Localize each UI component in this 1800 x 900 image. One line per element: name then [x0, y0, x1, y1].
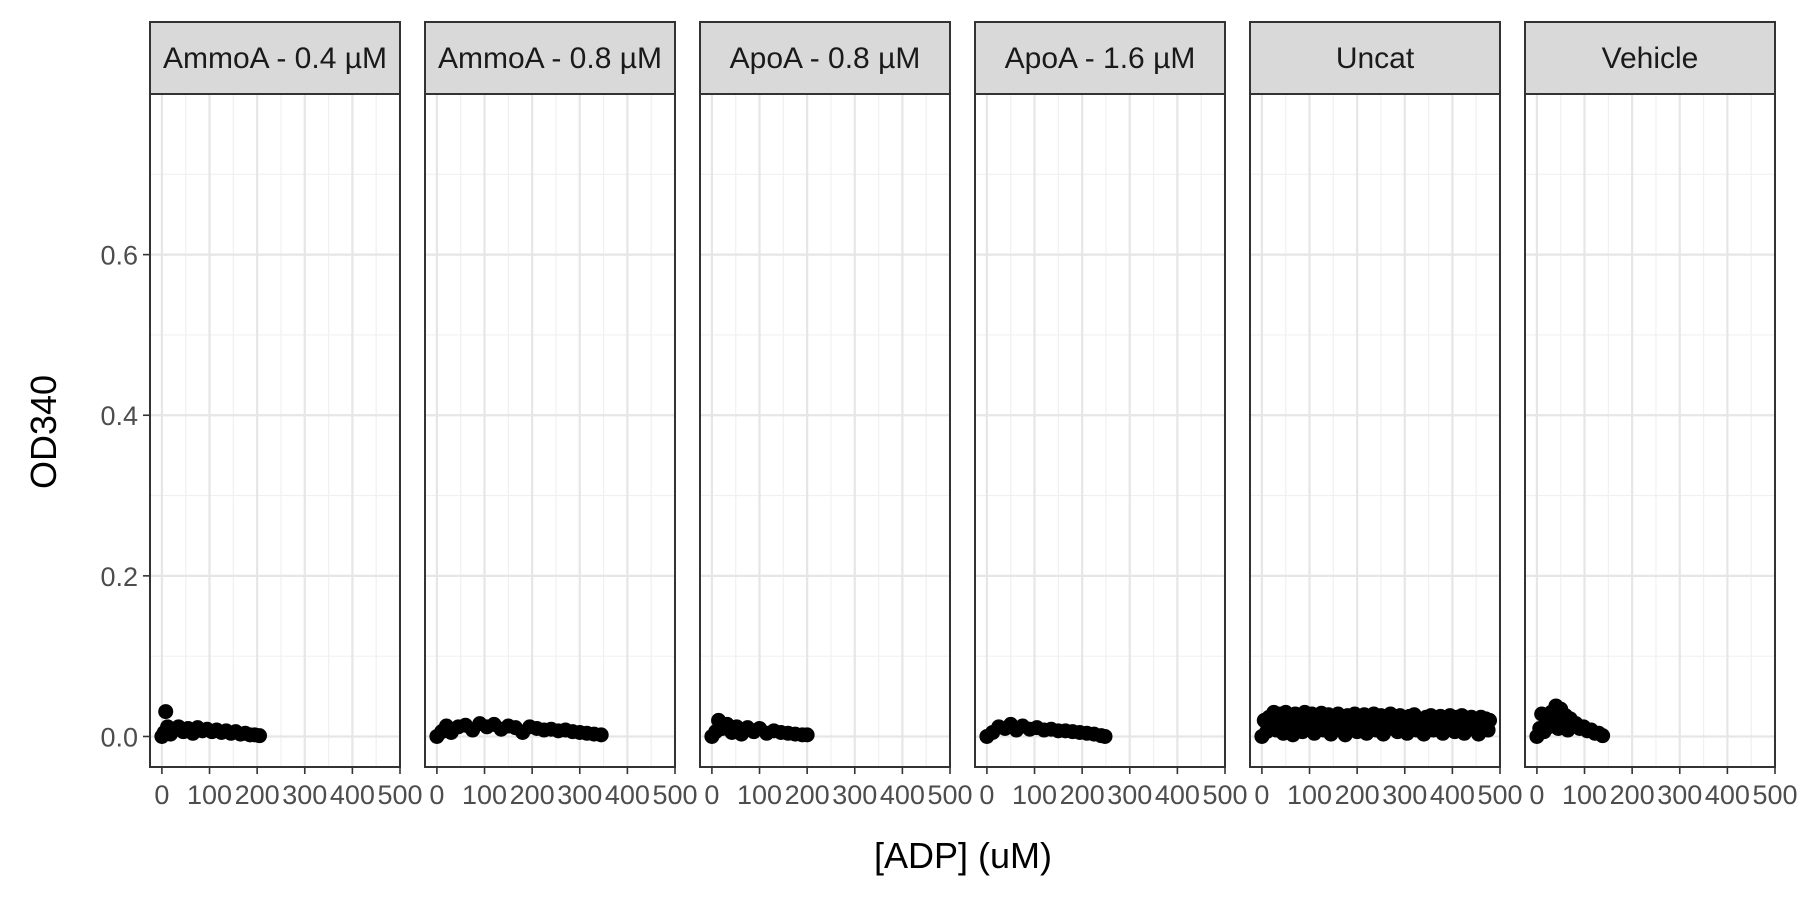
- x-tick-label: 200: [235, 780, 280, 810]
- facet-panel: Uncat 0 100 200 300 400 500: [1249, 21, 1523, 810]
- facet-strip-label: Vehicle: [1602, 42, 1699, 75]
- panel-background: [975, 94, 1225, 767]
- x-tick-label: 0: [154, 780, 169, 810]
- x-tick-label: 500: [1477, 780, 1522, 810]
- x-tick-label: 400: [880, 780, 925, 810]
- x-tick-label: 0: [1529, 780, 1544, 810]
- facet-strip: [1524, 21, 1776, 95]
- x-tick-label: 0: [704, 780, 719, 810]
- x-tick-label: 300: [1382, 780, 1427, 810]
- facet-strip: [974, 21, 1226, 95]
- facet-strip: [1249, 21, 1501, 95]
- panel-background: [700, 94, 950, 767]
- x-tick-label: 0: [429, 780, 444, 810]
- x-tick-label: 300: [1107, 780, 1152, 810]
- facet-strip-label: AmmoA - 0.8 µM: [438, 42, 662, 75]
- data-point: [158, 704, 174, 720]
- panel-background: [150, 94, 400, 767]
- x-tick-label: 500: [927, 780, 972, 810]
- x-tick-label: 100: [1562, 780, 1607, 810]
- panel-background: [1250, 94, 1500, 767]
- facet-panel: ApoA - 0.8 µM 0 100 200 300 400 500: [699, 21, 973, 810]
- x-tick-label: 500: [1752, 780, 1797, 810]
- x-tick-label: 400: [330, 780, 375, 810]
- x-tick-label: 200: [1060, 780, 1105, 810]
- x-tick-label: 100: [737, 780, 782, 810]
- y-axis: 0.0 0.2 0.4 0.6: [100, 241, 150, 752]
- panel-background: [1525, 94, 1775, 767]
- x-tick-label: 400: [605, 780, 650, 810]
- data-point: [593, 727, 609, 743]
- x-tick-label: 300: [557, 780, 602, 810]
- x-tick-label: 200: [785, 780, 830, 810]
- x-tick-label: 500: [1202, 780, 1247, 810]
- facet-strip-label: ApoA - 0.8 µM: [730, 42, 921, 75]
- facet-strip-label: AmmoA - 0.4 µM: [163, 42, 387, 75]
- x-tick-label: 0: [979, 780, 994, 810]
- panel-points: [1529, 698, 1611, 744]
- x-tick-label: 100: [1287, 780, 1332, 810]
- data-point: [799, 727, 815, 743]
- x-tick-label: 300: [1657, 780, 1702, 810]
- facet-panel: Vehicle 0 100 200 300 400 500: [1524, 21, 1798, 810]
- panel-points: [704, 712, 815, 744]
- x-tick-label: 200: [510, 780, 555, 810]
- data-point: [1595, 728, 1611, 744]
- data-point: [252, 728, 268, 744]
- panel-grid: [1250, 94, 1500, 767]
- x-tick-label: 400: [1705, 780, 1750, 810]
- x-tick-label: 0: [1254, 780, 1269, 810]
- x-tick-label: 100: [1012, 780, 1057, 810]
- panel-grid: [150, 94, 400, 767]
- x-tick-label: 500: [377, 780, 422, 810]
- facet-strip-label: ApoA - 1.6 µM: [1005, 42, 1196, 75]
- x-tick-label: 400: [1430, 780, 1475, 810]
- panel-points: [1254, 704, 1498, 744]
- x-tick-label: 300: [832, 780, 877, 810]
- panel-background: [425, 94, 675, 767]
- x-tick-label: 300: [282, 780, 327, 810]
- panel-points: [429, 716, 609, 744]
- panel-points: [979, 716, 1113, 744]
- y-tick-label: 0.4: [100, 401, 138, 431]
- facet-strip: [149, 21, 401, 95]
- data-point: [1097, 728, 1113, 744]
- facet-strip-label: Uncat: [1336, 42, 1415, 75]
- facet-strip: [424, 21, 676, 95]
- panel-grid: [425, 94, 675, 767]
- x-tick-label: 100: [462, 780, 507, 810]
- x-tick-label: 200: [1610, 780, 1655, 810]
- facet-panel: AmmoA - 0.4 µM 0 100 200 300 400 500: [149, 21, 423, 810]
- facet-panel: AmmoA - 0.8 µM 0 100 200 300 400 500: [424, 21, 698, 810]
- data-point: [1482, 712, 1498, 728]
- x-axis-title: [ADP] (uM): [874, 835, 1052, 876]
- y-tick-label: 0.2: [100, 562, 138, 592]
- x-tick-label: 200: [1335, 780, 1380, 810]
- panel-grid: [700, 94, 950, 767]
- y-tick-label: 0.0: [100, 722, 138, 752]
- facet-strip: [699, 21, 951, 95]
- x-tick-label: 100: [187, 780, 232, 810]
- x-tick-label: 400: [1155, 780, 1200, 810]
- x-tick-label: 500: [652, 780, 697, 810]
- panel-points: [154, 704, 268, 744]
- panel-grid: [1525, 94, 1775, 767]
- y-tick-label: 0.6: [100, 241, 138, 271]
- facet-panel: ApoA - 1.6 µM 0 100 200 300 400 500: [974, 21, 1248, 810]
- y-axis-title: OD340: [23, 375, 64, 489]
